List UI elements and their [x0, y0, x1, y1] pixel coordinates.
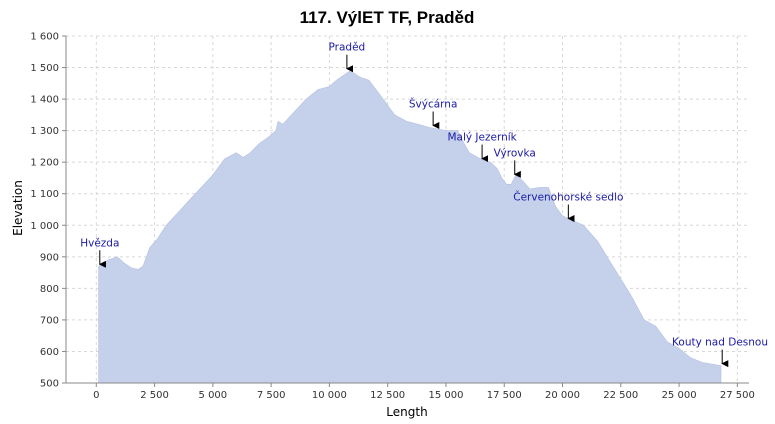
annotation-label: Malý Jezerník: [447, 132, 517, 144]
annotation-label: Švýcárna: [409, 97, 458, 110]
x-tick-label: 12 500: [370, 390, 405, 401]
annotation-label: Praděd: [329, 42, 366, 54]
y-tick-label: 500: [40, 379, 59, 390]
x-tick-label: 0: [93, 390, 99, 401]
annotation: Švýcárna: [409, 97, 458, 129]
annotation-label: Výrovka: [494, 147, 536, 159]
annotation-label: Kouty nad Desnou: [672, 337, 768, 349]
annotation-label: Hvězda: [80, 237, 119, 249]
annotations: Hvězda Praděd Švýcárna Malý Jezerník Výrovka…: [80, 42, 768, 368]
annotation: Červenohorské sedlo: [513, 191, 623, 223]
x-tick-label: 15 000: [428, 390, 463, 401]
annotation: Praděd: [329, 42, 366, 73]
y-tick-labels: 500 600 700 800 900 1 000 1 100 1 200 1 300 1 400…: [30, 32, 59, 390]
x-tick-labels: 0 2 500 5 000 7 500 10 000 12 500 15 000 17 500…: [93, 390, 755, 401]
y-tick-label: 1 300: [30, 126, 59, 137]
y-tick-label: 1 500: [30, 63, 59, 74]
x-tick-label: 25 000: [662, 390, 697, 401]
x-tick-label: 20 000: [545, 390, 580, 401]
x-tick-label: 27 500: [720, 390, 755, 401]
series-layer: [98, 70, 722, 384]
x-axis-label: Length: [386, 405, 427, 419]
axes: [62, 35, 749, 387]
chart-title: 117. VýlET TF, Praděd: [300, 8, 475, 27]
annotation: Výrovka: [494, 147, 536, 178]
x-tick-label: 2 500: [140, 390, 169, 401]
y-axis-label: Elevation: [11, 180, 25, 236]
x-tick-label: 5 000: [199, 390, 228, 401]
y-tick-label: 1 400: [30, 95, 59, 106]
annotation: Malý Jezerník: [447, 132, 518, 163]
y-tick-label: 1 000: [30, 221, 59, 232]
y-tick-label: 1 100: [30, 189, 59, 200]
y-tick-label: 700: [40, 315, 59, 326]
elevation-area: [98, 70, 722, 384]
x-tick-label: 17 500: [487, 390, 522, 401]
y-tick-label: 1 200: [30, 158, 59, 169]
y-tick-label: 600: [40, 347, 59, 358]
y-tick-label: 1 600: [30, 32, 59, 43]
annotation: Hvězda: [80, 237, 119, 268]
y-tick-label: 900: [40, 252, 59, 263]
annotation: Kouty nad Desnou: [672, 337, 768, 368]
y-tick-label: 800: [40, 284, 59, 295]
annotation-label: Červenohorské sedlo: [513, 191, 623, 204]
x-tick-label: 7 500: [257, 390, 286, 401]
x-tick-label: 22 500: [603, 390, 638, 401]
x-tick-label: 10 000: [312, 390, 347, 401]
